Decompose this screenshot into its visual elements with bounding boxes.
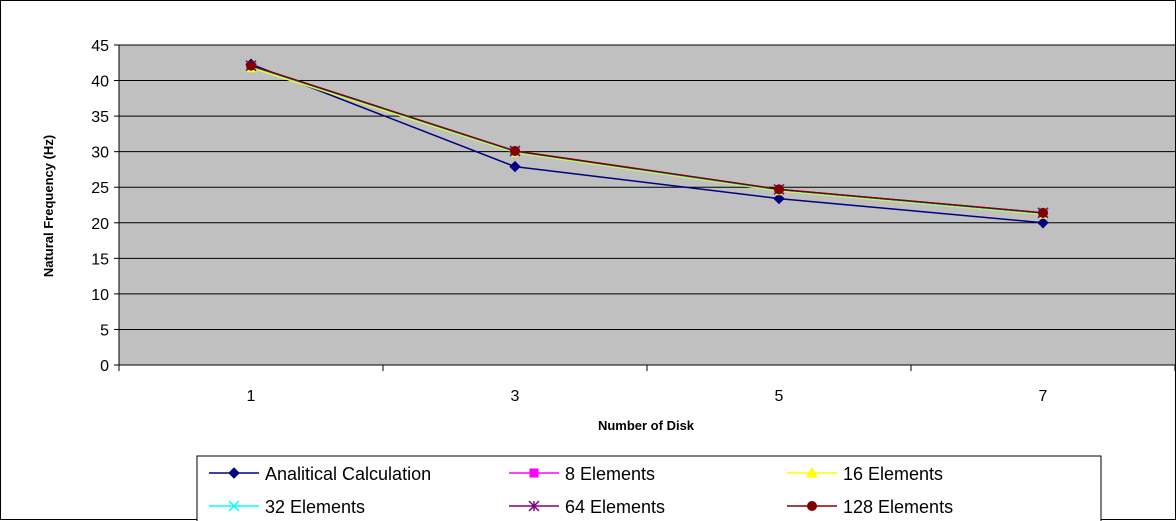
series-line [250,63,1044,224]
data-point [509,160,521,173]
y-tick-label: 40 [91,74,109,91]
series-line [250,64,1044,214]
legend-label: 64 Elements [565,497,665,517]
y-axis-title: Natural Frequency (Hz) [41,135,56,277]
legend-marker [228,467,240,479]
legend-marker [807,501,817,511]
series-128-elements [246,60,1048,218]
legend-box [196,455,1102,521]
legend-label: 128 Elements [843,497,953,517]
legend-label: 32 Elements [265,497,365,517]
data-point [510,145,520,156]
x-tick-label: 1 [247,388,256,405]
plot-area [119,45,1175,365]
series-group [245,58,1049,229]
data-point [1038,207,1048,218]
y-tick-label: 35 [91,109,109,126]
data-point [246,60,256,71]
legend-marker [529,468,539,478]
y-tick-label: 45 [91,38,109,55]
y-tick-label: 0 [100,358,109,375]
y-tick-label: 5 [100,322,109,339]
legend-item-16-elements: 16 Elements [787,464,943,484]
x-tick-label: 7 [1039,388,1048,405]
legend-item-32-elements: 32 Elements [209,497,365,517]
y-tick-label: 25 [91,180,109,197]
marker-stroke [228,500,240,512]
legend-item-8-elements: 8 Elements [509,464,655,484]
gridlines [119,44,1175,330]
data-point [773,192,785,205]
legend-marker [806,466,818,478]
y-tick-label: 20 [91,216,109,233]
data-point [774,184,784,195]
legend-marker [228,500,240,512]
x-axis-title: Number of Disk [598,418,695,433]
legend-item-analitical-calculation: Analitical Calculation [209,464,431,484]
y-tick-label: 15 [91,251,109,268]
y-tick-label: 10 [91,287,109,304]
legend: Analitical Calculation 8 Elements 16 Eleme… [196,455,1102,521]
x-tick-label: 5 [775,388,784,405]
data-point [1037,217,1049,229]
legend-label: 8 Elements [565,464,655,484]
legend-label: Analitical Calculation [265,464,431,484]
legend-marker [528,500,540,512]
x-tick-label: 3 [511,388,520,405]
legend-item-128-elements: 128 Elements [787,497,953,517]
plot-background [119,45,1175,365]
y-tick-label: 30 [91,145,109,162]
legend-label: 16 Elements [843,464,943,484]
legend-item-64-elements: 64 Elements [509,497,665,517]
